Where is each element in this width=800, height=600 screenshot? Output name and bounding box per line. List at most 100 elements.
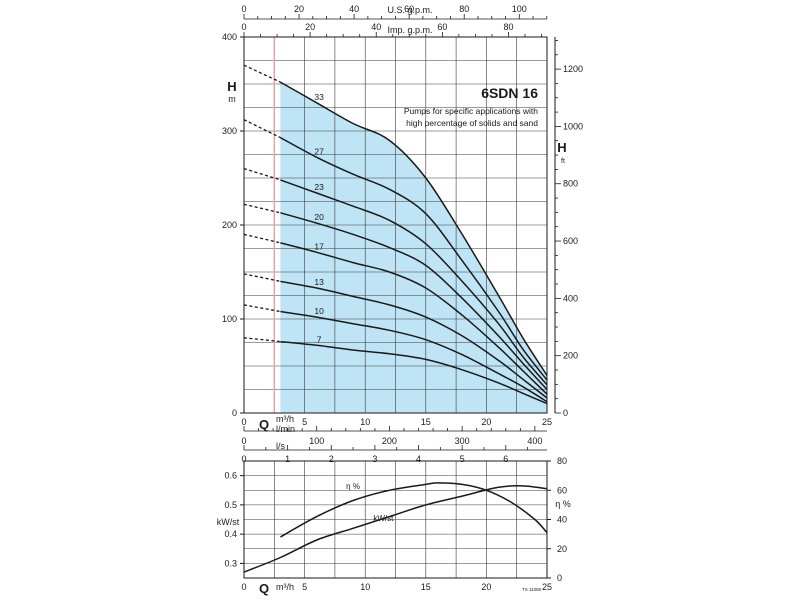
y-right-tick-label: 800	[563, 179, 578, 189]
stages-17-dashed-curve	[243, 233, 281, 244]
stages-33-dashed-curve	[243, 64, 281, 83]
lmin-tick-label: 300	[455, 436, 470, 446]
lower-grid	[244, 461, 547, 578]
stages-20-curve	[280, 212, 548, 391]
efficiency-curve	[280, 482, 548, 538]
y-right-tick-label: 400	[563, 293, 578, 303]
lower-y-right-tick-label: 20	[557, 544, 567, 554]
chart-subtitle-line-1: Pumps for specific applications with	[404, 106, 538, 116]
ls-tick-label: 6	[503, 454, 508, 464]
upper-labels: 6SDN 16 Pumps for specific applications …	[227, 5, 566, 451]
stages-23-dashed-curve	[243, 167, 281, 181]
top-usgpm-label: U.S. g.p.m.	[387, 5, 432, 15]
stages-10-curve	[280, 310, 548, 403]
stages-7-curve	[280, 340, 548, 405]
usgpm-tick-label: 20	[294, 4, 304, 14]
lower-x-tick-label: 5	[302, 582, 307, 592]
impgpm-tick-label: 0	[241, 22, 246, 32]
lower-y-left-tick-label: 0.3	[224, 558, 237, 568]
impgpm-tick-label: 20	[305, 22, 315, 32]
y-left-tick-label: 300	[222, 126, 237, 136]
y-left-tick-label: 0	[232, 408, 237, 418]
lower-x-tick-label: 15	[421, 582, 431, 592]
ls-tick-label: 1	[285, 454, 290, 464]
stages-17-label: 17	[314, 241, 324, 251]
usgpm-tick-label: 60	[404, 4, 414, 14]
stages-33-label: 33	[314, 92, 324, 102]
stages-23-label: 23	[314, 182, 324, 192]
stages-33-curve	[280, 81, 548, 376]
lower-footnote: TS 11080	[522, 587, 542, 592]
x-axis-q-label: Q	[259, 417, 269, 432]
x-tick-label: 5	[302, 417, 307, 427]
stages-27-dashed-curve	[243, 119, 281, 139]
y-right-tick-label: 600	[563, 236, 578, 246]
usgpm-tick-label: 80	[459, 4, 469, 14]
lower-y-left-tick-label: 0.5	[224, 500, 237, 510]
chart-subtitle-line-2: high percentage of solids and sand	[406, 118, 538, 128]
y-left-unit: m	[228, 94, 236, 104]
x-axis-unit-m3h: m³/h	[276, 414, 294, 424]
top-impgpm-label: Imp. g.p.m.	[387, 25, 432, 35]
y-left-title: H	[227, 79, 236, 94]
lmin-tick-label-zero: 0	[241, 436, 246, 446]
lmin-tick-label: 200	[382, 436, 397, 446]
ls-tick-label-zero: 0	[241, 454, 246, 464]
upper-series: 33 27 23 20 17 13 10 7	[243, 64, 548, 405]
lower-y-right-tick-label: 80	[557, 456, 567, 466]
x-tick-label: 20	[481, 417, 491, 427]
lower-x-tick-label: 20	[481, 582, 491, 592]
stages-20-dashed-curve	[243, 203, 281, 214]
y-left-tick-label: 200	[222, 220, 237, 230]
usgpm-tick-label: 0	[241, 4, 246, 14]
lower-y-left-tick-label: 0.6	[224, 471, 237, 481]
ls-tick-label: 3	[372, 454, 377, 464]
x-tick-label-zero: 0	[241, 417, 246, 427]
y-left-tick-label: 100	[222, 314, 237, 324]
lower-y-left-tick-label: 0.4	[224, 529, 237, 539]
y-right-tick-label: 1200	[563, 64, 583, 74]
stages-27-curve	[280, 136, 548, 381]
stages-10-dashed-curve	[243, 304, 281, 313]
ls-tick-label: 2	[329, 454, 334, 464]
y-right-unit: ft	[561, 158, 565, 165]
lower-x-tick-label: 10	[360, 582, 370, 592]
x-tick-label: 25	[542, 417, 552, 427]
lower-y-right-tick-label: 60	[557, 485, 567, 495]
ls-tick-label: 5	[460, 454, 465, 464]
y-right-tick-label: 200	[563, 351, 578, 361]
lower-x-axis-q-label: Q	[259, 581, 269, 596]
stages-23-curve	[280, 179, 548, 386]
x-axis-unit-lmin: l/min	[276, 424, 295, 434]
impgpm-tick-label: 40	[371, 22, 381, 32]
impgpm-tick-label: 60	[437, 22, 447, 32]
y-right-tick-label: 1000	[563, 121, 583, 131]
power-curve	[243, 485, 548, 573]
ls-tick-label: 4	[416, 454, 421, 464]
stages-13-label: 13	[314, 277, 324, 287]
lower-labels: kW/st η % Q m³/h TS 11080	[217, 499, 571, 596]
lower-y-right-tick-label: 0	[557, 573, 562, 583]
lower-y-left-title: kW/st	[217, 517, 240, 527]
upper-grid	[244, 37, 547, 413]
lower-x-axis-unit: m³/h	[276, 582, 294, 592]
usgpm-tick-label: 40	[349, 4, 359, 14]
lmin-tick-label: 100	[309, 436, 324, 446]
usgpm-tick-label: 100	[512, 4, 527, 14]
efficiency-curve-label: η %	[346, 482, 360, 491]
y-left-tick-label: 400	[222, 32, 237, 42]
lower-series: η % kW/st	[243, 482, 548, 573]
impgpm-tick-label: 80	[503, 22, 513, 32]
lmin-tick-label: 400	[527, 436, 542, 446]
x-tick-label: 10	[360, 417, 370, 427]
lower-x-tick-label: 25	[542, 582, 552, 592]
stages-13-curve	[280, 280, 548, 399]
chart-title: 6SDN 16	[481, 85, 538, 101]
stages-7-dashed-curve	[243, 337, 281, 343]
x-tick-label: 15	[421, 417, 431, 427]
lower-y-right-tick-label: 40	[557, 515, 567, 525]
x-axis-ls-label: l/s	[276, 441, 286, 451]
lower-x-tick-label-zero: 0	[241, 582, 246, 592]
